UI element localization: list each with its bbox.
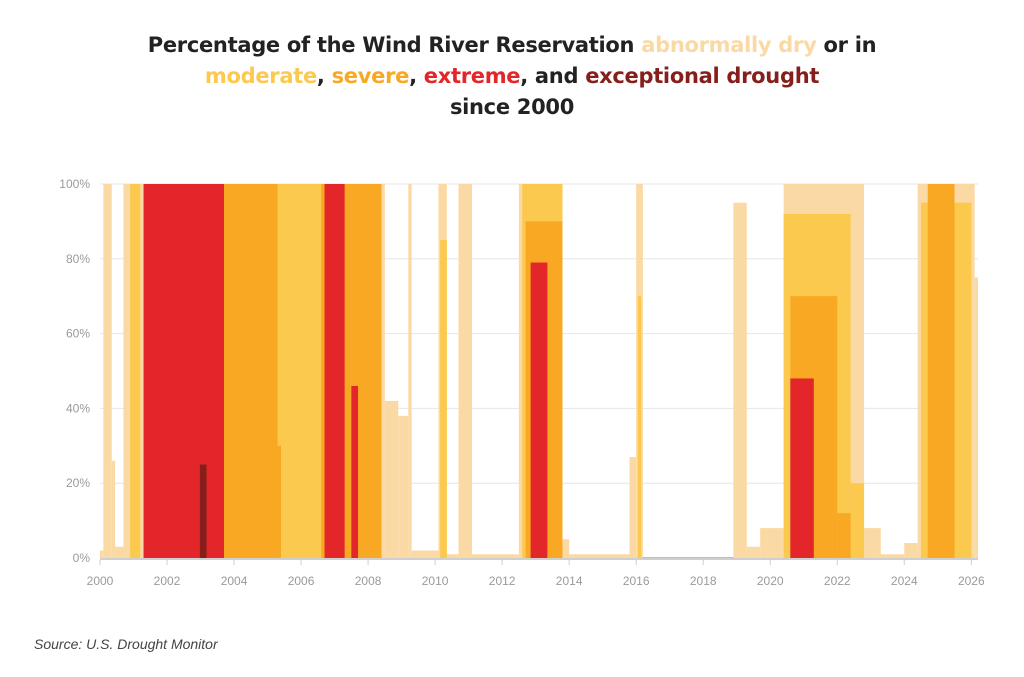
- x-tick-label: 2008: [355, 574, 382, 588]
- title-text-part2: or in: [816, 33, 877, 57]
- title-exceptional: exceptional drought: [585, 64, 820, 88]
- band-severe: [927, 184, 955, 558]
- band-extreme: [530, 262, 548, 558]
- band-abnormally-dry: [384, 400, 399, 558]
- x-tick-label: 2000: [87, 574, 114, 588]
- band-moderate: [130, 184, 141, 558]
- band-severe: [277, 445, 281, 558]
- x-tick-label: 2020: [757, 574, 784, 588]
- x-tick-label: 2002: [154, 574, 181, 588]
- band-moderate: [850, 483, 865, 558]
- x-tick-label: 2016: [623, 574, 650, 588]
- title-line-1: Percentage of the Wind River Reservation…: [0, 30, 1024, 61]
- band-abnormally-dry: [733, 202, 747, 558]
- band-abnormally-dry: [398, 415, 409, 558]
- band-abnormally-dry: [471, 554, 519, 558]
- band-abnormally-dry: [111, 460, 116, 558]
- band-abnormally-dry: [115, 546, 124, 558]
- x-tick-label: 2010: [422, 574, 449, 588]
- band-extreme: [351, 385, 359, 558]
- band-abnormally-dry: [569, 554, 630, 558]
- title-text-part3: , and: [520, 64, 586, 88]
- y-tick-label: 100%: [59, 177, 90, 191]
- title-abnormally-dry: abnormally dry: [641, 33, 817, 57]
- y-tick-label: 60%: [66, 327, 90, 341]
- title-extreme: extreme: [423, 64, 521, 88]
- band-extreme: [324, 184, 345, 558]
- band-abnormally-dry: [103, 184, 112, 558]
- band-abnormally-dry: [904, 543, 918, 558]
- band-moderate: [637, 296, 642, 558]
- band-abnormally-dry: [446, 554, 459, 558]
- source-note: Source: U.S. Drought Monitor: [34, 636, 218, 652]
- band-abnormally-dry: [411, 550, 439, 558]
- band-extreme: [790, 378, 814, 558]
- title-comma-2: ,: [409, 64, 424, 88]
- title-text-part1: Percentage of the Wind River Reservation: [147, 33, 642, 57]
- axes: 0% 20% 40% 60% 80% 100% 2000 2002 2004 2006 2008 20…: [59, 177, 985, 588]
- band-moderate: [440, 240, 447, 558]
- x-tick-label: 2012: [489, 574, 516, 588]
- band-extreme: [143, 184, 224, 558]
- x-tick-label: 2022: [824, 574, 851, 588]
- title-line-3: since 2000: [449, 95, 575, 119]
- band-abnormally-dry: [100, 550, 104, 558]
- y-tick-label: 20%: [66, 476, 90, 490]
- x-tick-label: 2018: [690, 574, 717, 588]
- band-abnormally-dry: [880, 554, 905, 558]
- x-tick-label: 2026: [958, 574, 985, 588]
- band-abnormally-dry: [760, 528, 784, 558]
- y-tick-label: 40%: [66, 401, 90, 415]
- title-comma-1: ,: [316, 64, 332, 88]
- band-exceptional: [199, 464, 207, 558]
- band-abnormally-dry: [629, 457, 637, 558]
- x-tick-label: 2024: [891, 574, 918, 588]
- band-abnormally-dry: [746, 546, 761, 558]
- x-tick-label: 2014: [556, 574, 583, 588]
- band-abnormally-dry: [974, 277, 978, 558]
- x-tick-label: 2006: [288, 574, 315, 588]
- y-tick-label: 0%: [73, 551, 91, 565]
- band-abnormally-dry: [458, 184, 472, 558]
- y-tick-label: 80%: [66, 252, 90, 266]
- title-moderate: moderate: [204, 64, 317, 88]
- band-abnormally-dry: [408, 184, 412, 558]
- x-tick-label: 2004: [221, 574, 248, 588]
- drought-bands: [100, 184, 978, 559]
- band-abnormally-dry: [864, 528, 881, 558]
- band-abnormally-dry: [562, 539, 570, 558]
- band-severe: [837, 513, 851, 558]
- chart-title: Percentage of the Wind River Reservation…: [0, 30, 1024, 123]
- title-line-2: moderate, severe, extreme, and exception…: [0, 61, 1024, 92]
- title-severe: severe: [331, 64, 410, 88]
